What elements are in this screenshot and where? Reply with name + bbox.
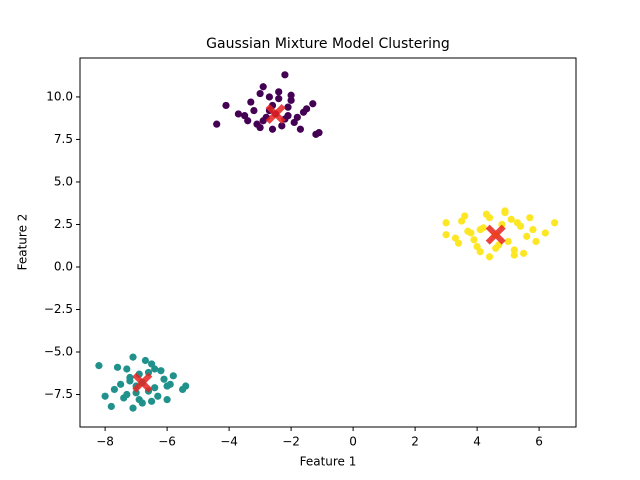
x-tick-label: 6 (535, 435, 543, 449)
x-tick-label: −2 (282, 435, 300, 449)
y-tick-label: 10.0 (46, 89, 73, 103)
point (464, 227, 472, 235)
point (129, 353, 137, 361)
chart-title: Gaussian Mixture Model Clustering (206, 36, 450, 52)
point (250, 106, 258, 115)
point (151, 365, 159, 373)
point (247, 98, 255, 106)
y-tick-label: 5.0 (54, 174, 73, 188)
point (529, 225, 537, 234)
cluster-center (485, 224, 506, 245)
point (151, 384, 159, 392)
point (126, 377, 134, 385)
point (213, 120, 221, 128)
point (148, 397, 156, 405)
point (442, 231, 450, 239)
point (101, 392, 109, 400)
point (123, 390, 131, 399)
y-tick-label: 7.5 (54, 132, 73, 146)
point (275, 95, 283, 103)
point (107, 402, 115, 411)
point (256, 89, 264, 98)
point (144, 368, 153, 377)
cluster-center (265, 103, 286, 124)
point (312, 130, 320, 138)
point (265, 93, 274, 101)
axes-frame (79, 57, 577, 428)
point (166, 380, 174, 388)
point (299, 108, 308, 116)
point (498, 220, 506, 229)
y-tick-label: −7.5 (44, 387, 73, 401)
point (163, 396, 171, 404)
x-tick-label: 0 (349, 435, 357, 449)
point (461, 212, 469, 220)
point (141, 356, 150, 365)
point (169, 372, 177, 380)
point (504, 237, 512, 246)
point (179, 385, 187, 394)
point (95, 362, 103, 370)
y-tick-label: 0.0 (54, 259, 73, 273)
point (123, 365, 131, 373)
x-tick-label: 2 (411, 435, 419, 449)
point (520, 249, 528, 257)
point (138, 399, 146, 407)
point (510, 251, 518, 259)
point (442, 219, 450, 227)
point (281, 71, 289, 79)
x-tick-label: −8 (96, 435, 114, 449)
point (482, 210, 491, 218)
y-axis-label: Feature 2 (16, 214, 30, 271)
point (268, 125, 277, 133)
point (476, 248, 484, 256)
point (234, 110, 243, 118)
point (154, 392, 162, 400)
x-tick-label: 4 (473, 435, 481, 449)
point (485, 253, 494, 261)
point (454, 239, 463, 247)
point (110, 385, 119, 394)
point (275, 88, 283, 96)
y-tick-label: −5.0 (44, 345, 73, 359)
y-tick-label: −2.5 (44, 302, 73, 316)
point (523, 232, 531, 240)
point (160, 375, 168, 383)
point (117, 380, 125, 388)
point (284, 112, 292, 120)
point (476, 225, 484, 234)
point (501, 207, 509, 215)
point (526, 214, 534, 222)
x-tick-label: −6 (158, 435, 176, 449)
point (278, 122, 286, 130)
point (541, 229, 549, 237)
point (253, 120, 261, 128)
point (244, 117, 252, 125)
point (157, 367, 165, 375)
point (551, 219, 559, 227)
point (129, 404, 137, 412)
point (532, 237, 540, 246)
point (296, 125, 305, 133)
point (284, 103, 292, 111)
point (287, 96, 295, 104)
point (470, 236, 478, 244)
point (510, 246, 518, 254)
y-tick-label: 2.5 (54, 217, 73, 231)
point (309, 100, 317, 108)
point (113, 363, 122, 371)
x-axis-label: Feature 1 (300, 455, 357, 469)
cluster-center (132, 372, 153, 393)
point (259, 83, 267, 91)
point (132, 389, 140, 397)
point (287, 91, 295, 99)
point (507, 215, 515, 223)
point (290, 118, 298, 127)
point (222, 101, 230, 110)
x-tick-label: −4 (220, 435, 238, 449)
point (513, 219, 522, 227)
point (492, 244, 500, 252)
